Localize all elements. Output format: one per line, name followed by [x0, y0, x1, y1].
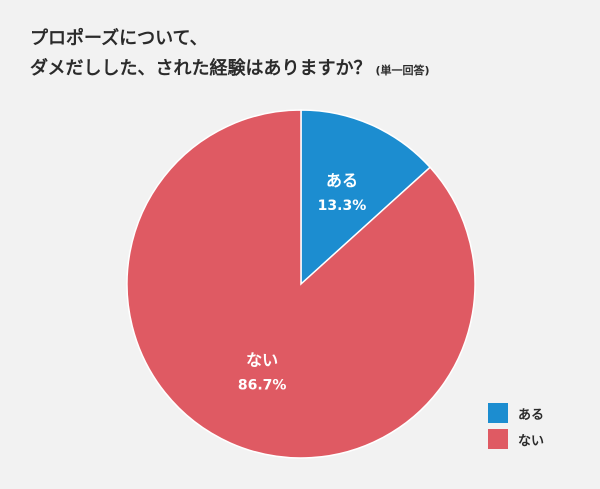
legend-swatch-aru	[488, 403, 508, 423]
slice-value-aru: 13.3%	[318, 198, 367, 214]
legend-label-aru: ある	[518, 407, 545, 423]
legend-label-nai: ない	[518, 433, 545, 449]
pie-slice-aru	[300, 109, 432, 286]
title-line-2-text: ダメだしした、された経験はありますか？	[30, 58, 372, 79]
legend-swatch-nai	[488, 429, 508, 449]
legend-item-nai: ない	[488, 426, 544, 452]
slice-label-aru: ある	[326, 171, 358, 190]
legend: ある ない	[488, 400, 544, 452]
title-note: (単一回答)	[375, 64, 430, 77]
chart-title: プロポーズについて、 ダメだしした、された経験はありますか？ (単一回答)	[30, 24, 430, 86]
title-line-2: ダメだしした、された経験はありますか？ (単一回答)	[30, 54, 430, 86]
title-line-1: プロポーズについて、	[30, 28, 208, 49]
legend-item-aru: ある	[488, 400, 544, 426]
pie-slice-nai	[126, 109, 476, 459]
slice-label-nai: ない	[246, 350, 278, 369]
slice-value-nai: 86.7%	[238, 377, 287, 393]
